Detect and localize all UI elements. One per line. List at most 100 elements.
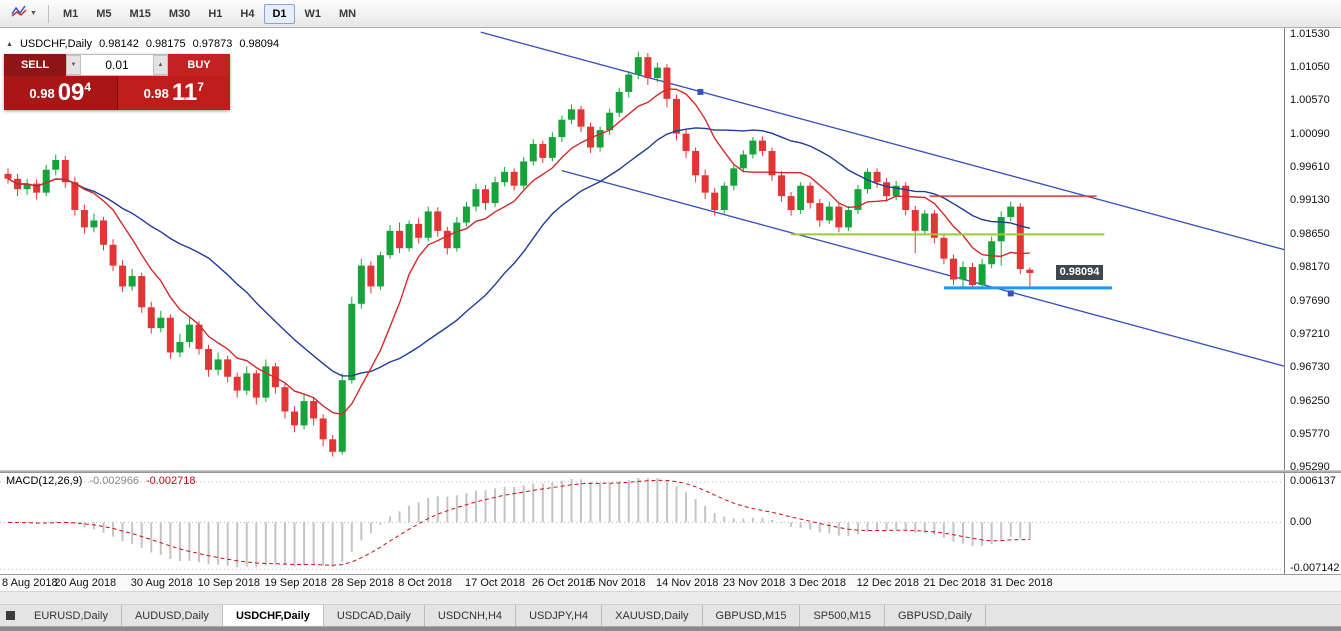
chevron-down-icon: ▼ xyxy=(30,10,37,17)
chart-tab-eurusd[interactable]: EURUSD,Daily xyxy=(21,605,122,626)
time-axis-label: 20 Aug 2018 xyxy=(54,577,117,589)
price-axis-label: 0.98650 xyxy=(1290,227,1330,240)
price-axis-label: 0.96250 xyxy=(1290,394,1330,407)
ma-slow-line xyxy=(7,127,1030,377)
timeframe-button-group: M1 M5 M15 M30 H1 H4 D1 W1 MN xyxy=(54,3,365,24)
time-axis-label: 28 Sep 2018 xyxy=(331,577,394,589)
chart-tab-usdcnh[interactable]: USDCNH,H4 xyxy=(424,605,517,626)
macd-histogram xyxy=(7,477,1031,568)
price-axis-label: 0.95290 xyxy=(1290,461,1330,474)
price-axis-label: 1.01530 xyxy=(1290,28,1330,40)
macd-value-axis[interactable]: 0.006137 0.00 -0.007142 xyxy=(1284,473,1341,574)
price-axis-label: 1.01050 xyxy=(1290,61,1330,74)
timeframe-button-m1[interactable]: M1 xyxy=(62,7,79,20)
time-axis-label: 26 Oct 2018 xyxy=(531,577,592,589)
macd-window: MACD(12,26,9) -0.002966 -0.002718 0.0061… xyxy=(0,473,1341,575)
macd-canvas[interactable]: MACD(12,26,9) -0.002966 -0.002718 xyxy=(0,473,1284,575)
macd-axis-label: -0.007142 xyxy=(1290,562,1340,574)
macd-signal-value: -0.002718 xyxy=(145,475,196,487)
lot-size-control: ▼ ▲ xyxy=(66,54,168,76)
toolbar-separator xyxy=(47,4,49,23)
low-value: 0.97873 xyxy=(192,38,233,50)
ask-price-display[interactable]: 0.98 11 7 xyxy=(117,76,230,110)
window-edge xyxy=(0,627,1341,631)
timeframe-button-w1[interactable]: W1 xyxy=(304,7,322,20)
time-axis-label: 8 Oct 2018 xyxy=(398,577,453,589)
channel-anchor-handle[interactable] xyxy=(1007,290,1014,297)
current-price-tag: 0.98094 xyxy=(1056,264,1103,280)
chart-tab-sp500[interactable]: SP500,M15 xyxy=(800,605,885,626)
chart-tab-usdcad[interactable]: USDCAD,Daily xyxy=(323,605,425,626)
time-axis-label: 3 Dec 2018 xyxy=(789,577,847,589)
macd-main-value: -0.002966 xyxy=(89,475,139,487)
candlesticks xyxy=(4,51,1034,457)
timeframe-button-d1[interactable]: D1 xyxy=(264,3,295,24)
price-axis[interactable]: 1.01530 1.01050 1.00570 1.00090 0.99610 0.991… xyxy=(1284,28,1341,473)
panel-divider[interactable] xyxy=(0,470,1341,473)
time-axis-label: 30 Aug 2018 xyxy=(130,577,193,589)
bid-price-display[interactable]: 0.98 09 4 xyxy=(4,76,118,110)
chart-tab-gbpusd[interactable]: GBPUSD,M15 xyxy=(702,605,801,626)
indicators-icon xyxy=(11,4,27,23)
chart-tab-usdjpy[interactable]: USDJPY,H4 xyxy=(516,605,603,626)
price-axis-label: 0.95770 xyxy=(1290,427,1330,440)
open-value: 0.98142 xyxy=(99,38,139,50)
trend-channel-object[interactable] xyxy=(480,31,1284,382)
lot-size-input[interactable] xyxy=(81,55,153,75)
horizontal-scrollbar[interactable] xyxy=(0,592,1341,605)
lot-increase-button[interactable]: ▲ xyxy=(153,55,168,75)
price-axis-label: 1.00570 xyxy=(1290,94,1330,107)
macd-axis-label: 0.00 xyxy=(1290,515,1312,528)
chart-tab-audusd[interactable]: AUDUSD,Daily xyxy=(121,605,223,626)
time-axis-label: 19 Sep 2018 xyxy=(264,577,327,589)
ma-fast-line xyxy=(7,88,1030,416)
timeframe-button-m5[interactable]: M5 xyxy=(96,7,112,20)
time-axis-label: 5 Nov 2018 xyxy=(589,577,646,589)
timeframe-button-m15[interactable]: M15 xyxy=(129,7,151,20)
chart-tab-usdchf[interactable]: USDCHF,Daily xyxy=(222,605,324,626)
time-axis-label: 12 Dec 2018 xyxy=(856,577,919,589)
price-axis-label: 0.97210 xyxy=(1290,327,1330,340)
chart-canvas[interactable]: ▲ USDCHF,Daily 0.98142 0.98175 0.97873 0… xyxy=(0,28,1284,470)
time-axis-label: 21 Dec 2018 xyxy=(923,577,986,589)
time-axis-label: 10 Sep 2018 xyxy=(197,577,261,589)
price-axis-label: 0.98170 xyxy=(1290,261,1330,274)
symbol-period-label: USDCHF,Daily xyxy=(19,38,93,50)
price-axis-label: 0.99130 xyxy=(1290,194,1330,207)
chart-window: ▲ USDCHF,Daily 0.98142 0.98175 0.97873 0… xyxy=(0,28,1341,473)
time-axis[interactable]: 8 Aug 2018 20 Aug 2018 30 Aug 2018 10 Sep 2… xyxy=(0,575,1341,592)
close-value: 0.98094 xyxy=(239,38,280,50)
price-axis-label: 1.00090 xyxy=(1290,127,1330,140)
collapse-panel-icon[interactable]: ▲ xyxy=(6,40,13,48)
timeframe-button-m30[interactable]: M30 xyxy=(168,7,191,20)
macd-name-label: MACD(12,26,9) xyxy=(6,475,83,487)
time-axis-label: 17 Oct 2018 xyxy=(465,577,525,589)
channel-anchor-handle[interactable] xyxy=(697,88,704,95)
timeframe-button-h4[interactable]: H4 xyxy=(240,7,255,20)
chart-tabs-bar: EURUSD,Daily AUDUSD,Daily USDCHF,Daily USDC… xyxy=(0,605,1341,627)
sell-button[interactable]: SELL xyxy=(4,54,66,76)
lot-decrease-button[interactable]: ▼ xyxy=(66,55,81,75)
high-value: 0.98175 xyxy=(145,38,186,50)
macd-axis-label: 0.006137 xyxy=(1290,475,1336,488)
timeframe-button-h1[interactable]: H1 xyxy=(208,7,223,20)
chart-tab-gbpusd[interactable]: GBPUSD,Daily xyxy=(884,605,986,626)
tab-bar-grip xyxy=(6,611,15,620)
indicators-dropdown-button[interactable]: ▼ xyxy=(5,1,43,26)
time-axis-label: 14 Nov 2018 xyxy=(656,577,719,589)
buy-button[interactable]: BUY xyxy=(168,54,230,76)
price-axis-label: 0.97690 xyxy=(1290,294,1330,307)
chart-tab-xauusd[interactable]: XAUUSD,Daily xyxy=(602,605,703,626)
timeframe-button-mn[interactable]: MN xyxy=(339,7,357,20)
time-axis-label: 31 Dec 2018 xyxy=(990,577,1053,589)
chart-ohlc-readout: ▲ USDCHF,Daily 0.98142 0.98175 0.97873 0… xyxy=(6,38,279,50)
time-axis-label: 23 Nov 2018 xyxy=(722,577,786,589)
timeframe-toolbar: ▼ M1 M5 M15 M30 H1 H4 D1 W1 MN xyxy=(0,0,1341,28)
price-axis-label: 0.96730 xyxy=(1290,361,1330,374)
price-axis-label: 0.99610 xyxy=(1290,161,1330,174)
candlestick-chart[interactable] xyxy=(0,28,1284,470)
macd-chart[interactable] xyxy=(0,473,1284,575)
macd-indicator-readout: MACD(12,26,9) -0.002966 -0.002718 xyxy=(6,475,196,487)
